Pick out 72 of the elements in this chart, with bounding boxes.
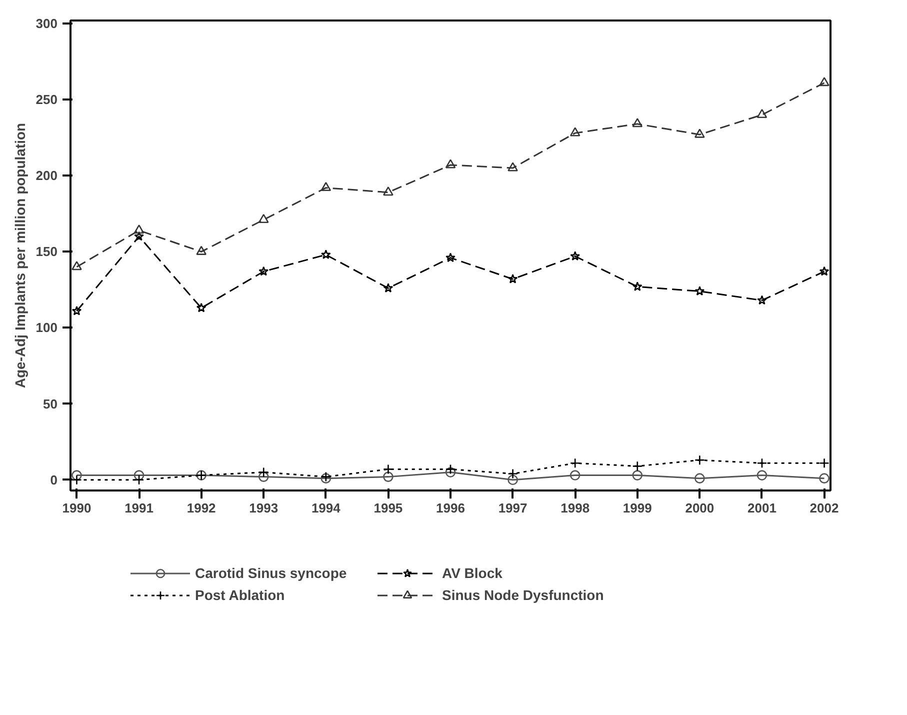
point [445,467,456,478]
x-tick-label: 1995 [374,500,403,516]
legend-label: AV Block [442,565,504,581]
point [320,182,332,192]
point [756,108,768,118]
point [819,77,830,86]
x-tick-label: 1994 [311,500,342,516]
point [819,266,830,276]
point [134,470,144,480]
point [134,474,144,486]
x-tick-label: 2001 [748,500,776,516]
point [508,474,518,485]
x-tick-label: 1996 [436,500,465,516]
point [570,251,580,261]
y-tick-label: 300 [36,16,58,32]
y-tick-label: 50 [43,396,58,412]
point [383,283,394,292]
legend-label: Sinus Node Dysfunction [442,587,605,603]
point [258,266,269,276]
point [383,472,394,482]
x-tick-label: 1993 [249,500,278,516]
point [756,458,768,468]
point [72,470,82,480]
point [694,286,705,296]
point [508,162,518,172]
y-tick-label: 250 [36,92,58,108]
point [694,454,705,466]
point [632,461,643,472]
point [446,252,456,262]
x-tick-label: 1999 [622,500,652,516]
x-tick-label: 2000 [685,500,714,516]
legend-label: Post Ablation [195,587,286,603]
point [320,250,331,260]
y-tick-label: 200 [36,168,58,184]
y-tick-label: 100 [36,320,58,336]
point [819,458,830,468]
point [819,473,830,484]
point [694,473,705,484]
x-tick-label: 2002 [810,500,839,516]
point [757,295,767,305]
y-axis-title: Age-Adj Implants per million population [12,122,28,388]
point [632,470,643,480]
x-tick-label: 1991 [124,500,154,516]
point [134,224,144,234]
y-tick-label: 150 [36,244,58,260]
point [445,159,456,168]
point [756,470,768,480]
point [258,467,269,478]
point [508,468,518,479]
point [632,118,643,128]
x-tick-label: 1992 [186,500,216,516]
point [694,128,705,138]
point [72,474,82,486]
y-tick-label: 0 [50,472,58,488]
legend-label: Carotid Sinus syncope [195,565,348,581]
point [508,274,518,284]
point [570,127,580,136]
point [258,214,269,224]
x-tick-label: 1997 [498,500,528,516]
point [134,231,144,241]
point [570,458,580,468]
point [72,306,82,316]
point [72,261,82,270]
x-tick-label: 1998 [560,500,590,516]
point [383,186,394,196]
point [196,302,206,312]
point [196,246,206,255]
point [632,282,642,291]
x-tick-label: 1990 [62,500,92,516]
point [445,464,456,474]
point [570,470,580,480]
point [258,472,269,482]
